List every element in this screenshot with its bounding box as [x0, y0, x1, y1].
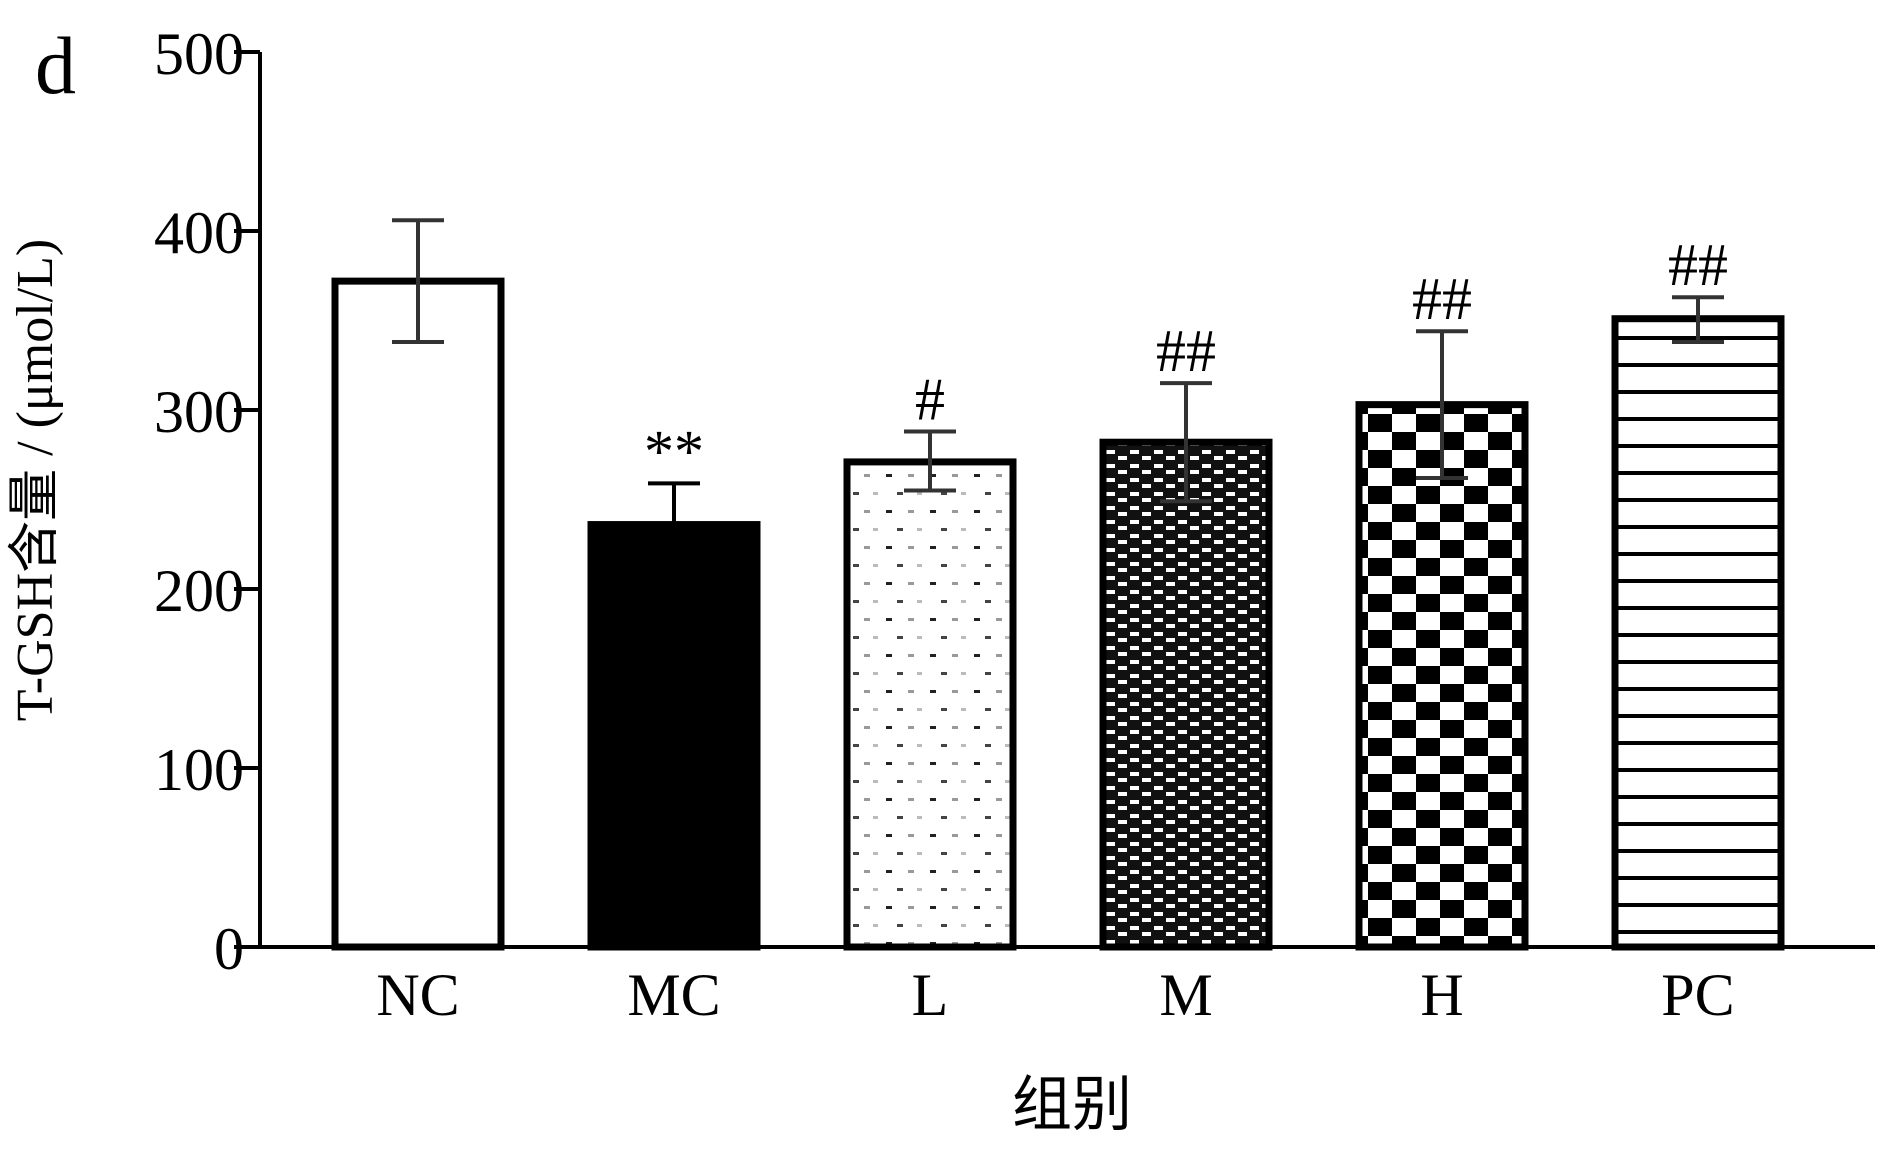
- significance-annotations: **#######: [644, 232, 1728, 484]
- significance-mark: ##: [1668, 232, 1728, 298]
- error-bar-pc: [1672, 295, 1724, 344]
- bar-pc: [1611, 315, 1785, 951]
- y-tick-label: 400: [154, 200, 244, 266]
- y-tick-label: 300: [154, 379, 244, 445]
- y-axis-title: T-GSH含量 / (μmol/L): [7, 239, 64, 721]
- x-axis-title: 组别: [1012, 1072, 1132, 1138]
- bar-h: [1355, 401, 1529, 951]
- significance-mark: ##: [1412, 266, 1472, 332]
- bars: [331, 277, 1785, 951]
- y-tick-label: 100: [154, 737, 244, 803]
- error-bars: [392, 218, 1724, 525]
- significance-mark: #: [915, 366, 945, 432]
- x-tick-label: L: [912, 962, 949, 1028]
- bar-nc: [331, 277, 505, 951]
- bar-mc: [587, 521, 761, 951]
- bar-l: [843, 458, 1017, 951]
- y-tick-label: 0: [214, 916, 244, 982]
- y-axis: 0 100 200 300 400 500: [154, 21, 262, 982]
- panel-label: d: [35, 20, 76, 111]
- error-bar-l: [904, 429, 956, 493]
- significance-mark: ##: [1156, 318, 1216, 384]
- error-bar-nc: [392, 218, 444, 344]
- error-bar-m: [1160, 381, 1212, 504]
- y-tick-label: 200: [154, 558, 244, 624]
- x-tick-label: NC: [376, 962, 459, 1028]
- error-bar-h: [1416, 329, 1468, 481]
- bar-m: [1099, 438, 1273, 951]
- significance-mark: **: [644, 418, 704, 484]
- x-tick-label: H: [1420, 962, 1463, 1028]
- error-bar-mc: [648, 481, 700, 525]
- x-tick-label: MC: [627, 962, 720, 1028]
- x-tick-label: M: [1159, 962, 1212, 1028]
- y-tick-label: 500: [154, 21, 244, 87]
- x-tick-label: PC: [1661, 962, 1734, 1028]
